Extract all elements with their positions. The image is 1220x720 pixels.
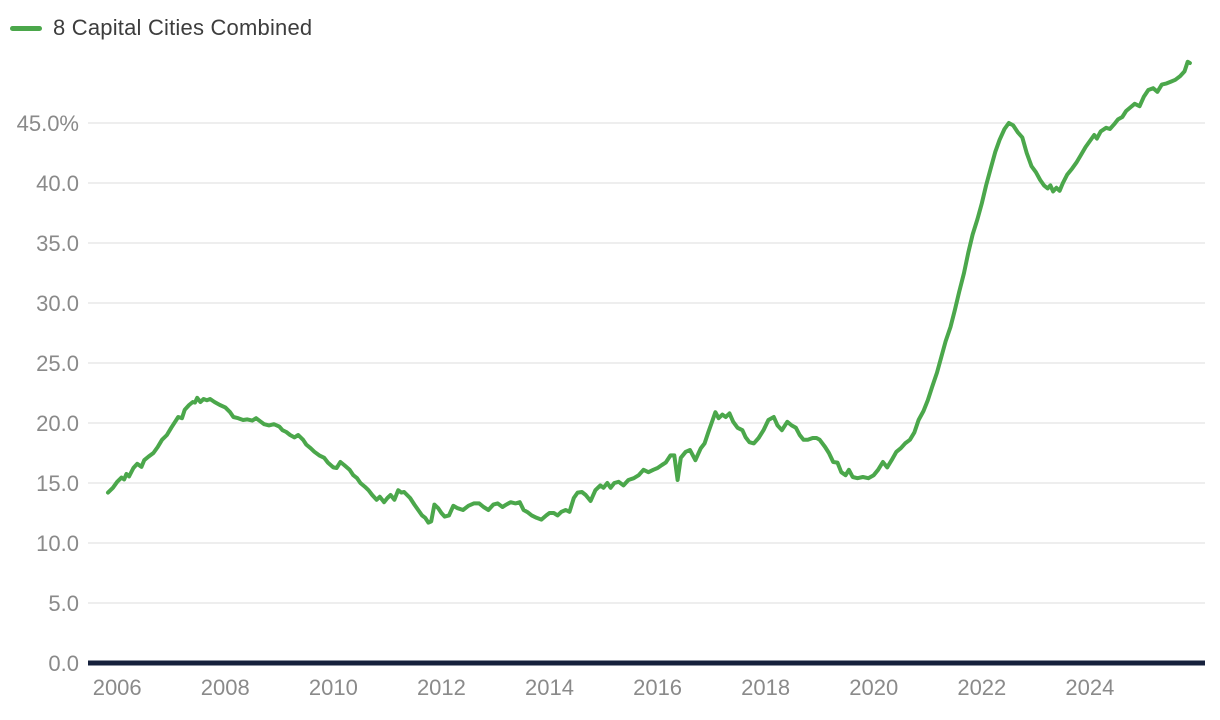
y-axis-tick-label: 30.0 bbox=[36, 291, 79, 316]
x-axis-tick-label: 2014 bbox=[525, 675, 574, 700]
y-axis-tick-label: 10.0 bbox=[36, 531, 79, 556]
legend-line-swatch bbox=[10, 25, 42, 31]
y-axis-tick-label: 0.0 bbox=[48, 651, 79, 676]
y-axis-tick-label: 25.0 bbox=[36, 351, 79, 376]
legend-label: 8 Capital Cities Combined bbox=[53, 15, 313, 40]
x-axis-tick-label: 2020 bbox=[849, 675, 898, 700]
x-axis-tick-label: 2022 bbox=[957, 675, 1006, 700]
x-axis-tick-label: 2016 bbox=[633, 675, 682, 700]
x-axis-tick-label: 2008 bbox=[201, 675, 250, 700]
y-axis-tick-label: 15.0 bbox=[36, 471, 79, 496]
y-axis-tick-label: 40.0 bbox=[36, 171, 79, 196]
x-axis-tick-label: 2010 bbox=[309, 675, 358, 700]
x-axis-tick-label: 2012 bbox=[417, 675, 466, 700]
y-axis-tick-label: 35.0 bbox=[36, 231, 79, 256]
x-axis-tick-label: 2024 bbox=[1065, 675, 1114, 700]
y-axis-tick-label: 5.0 bbox=[48, 591, 79, 616]
data-line bbox=[106, 59, 1192, 525]
y-axis-tick-label: 45.0% bbox=[17, 111, 79, 136]
x-axis-tick-label: 2018 bbox=[741, 675, 790, 700]
y-axis-tick-label: 20.0 bbox=[36, 411, 79, 436]
legend: 8 Capital Cities Combined bbox=[10, 15, 312, 41]
x-axis-tick-label: 2006 bbox=[93, 675, 142, 700]
